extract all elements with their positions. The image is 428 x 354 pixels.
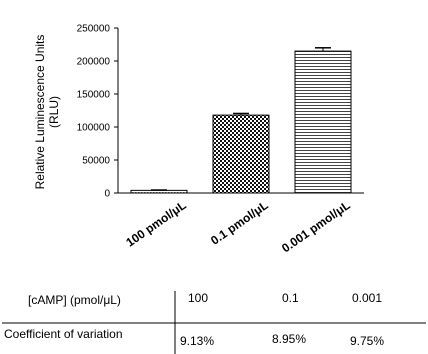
table-row1-value-3: 0.001 xyxy=(352,291,383,305)
bar xyxy=(212,114,270,194)
y-tick-label: 100000 xyxy=(77,123,111,134)
y-axis-label-line1: Relative Luminescence Units xyxy=(33,35,47,190)
table-row2-value-3: 9.75% xyxy=(350,334,385,348)
y-axis-label-line2: (RLU) xyxy=(47,96,61,128)
x-tick-label: 100 pmol/μL xyxy=(123,198,188,250)
y-tick-label: 150000 xyxy=(77,90,111,101)
bar xyxy=(294,50,352,194)
table-row1-value-1: 100 xyxy=(188,291,209,305)
y-tick-label: 50000 xyxy=(82,156,110,167)
x-tick-label: 0.001 pmol/μL xyxy=(279,198,353,255)
y-ticks: 0 50000 100000 150000 200000 250000 xyxy=(77,24,118,200)
table-row1-value-2: 0.1 xyxy=(282,291,299,305)
table-row2-label: Coefficient of variation xyxy=(4,327,123,341)
table-row2-value-2: 8.95% xyxy=(272,332,307,346)
y-tick-label: 250000 xyxy=(77,24,111,35)
bars xyxy=(130,47,352,194)
x-tick-labels: 100 pmol/μL 0.1 pmol/μL 0.001 pmol/μL xyxy=(123,198,352,255)
x-tick-label: 0.1 pmol/μL xyxy=(208,198,271,248)
table-row1-label: [cAMP] (pmol/μL) xyxy=(28,293,121,307)
table-row2-value-1: 9.13% xyxy=(180,334,215,348)
y-tick-label: 0 xyxy=(104,189,110,200)
y-tick-label: 200000 xyxy=(77,57,111,68)
